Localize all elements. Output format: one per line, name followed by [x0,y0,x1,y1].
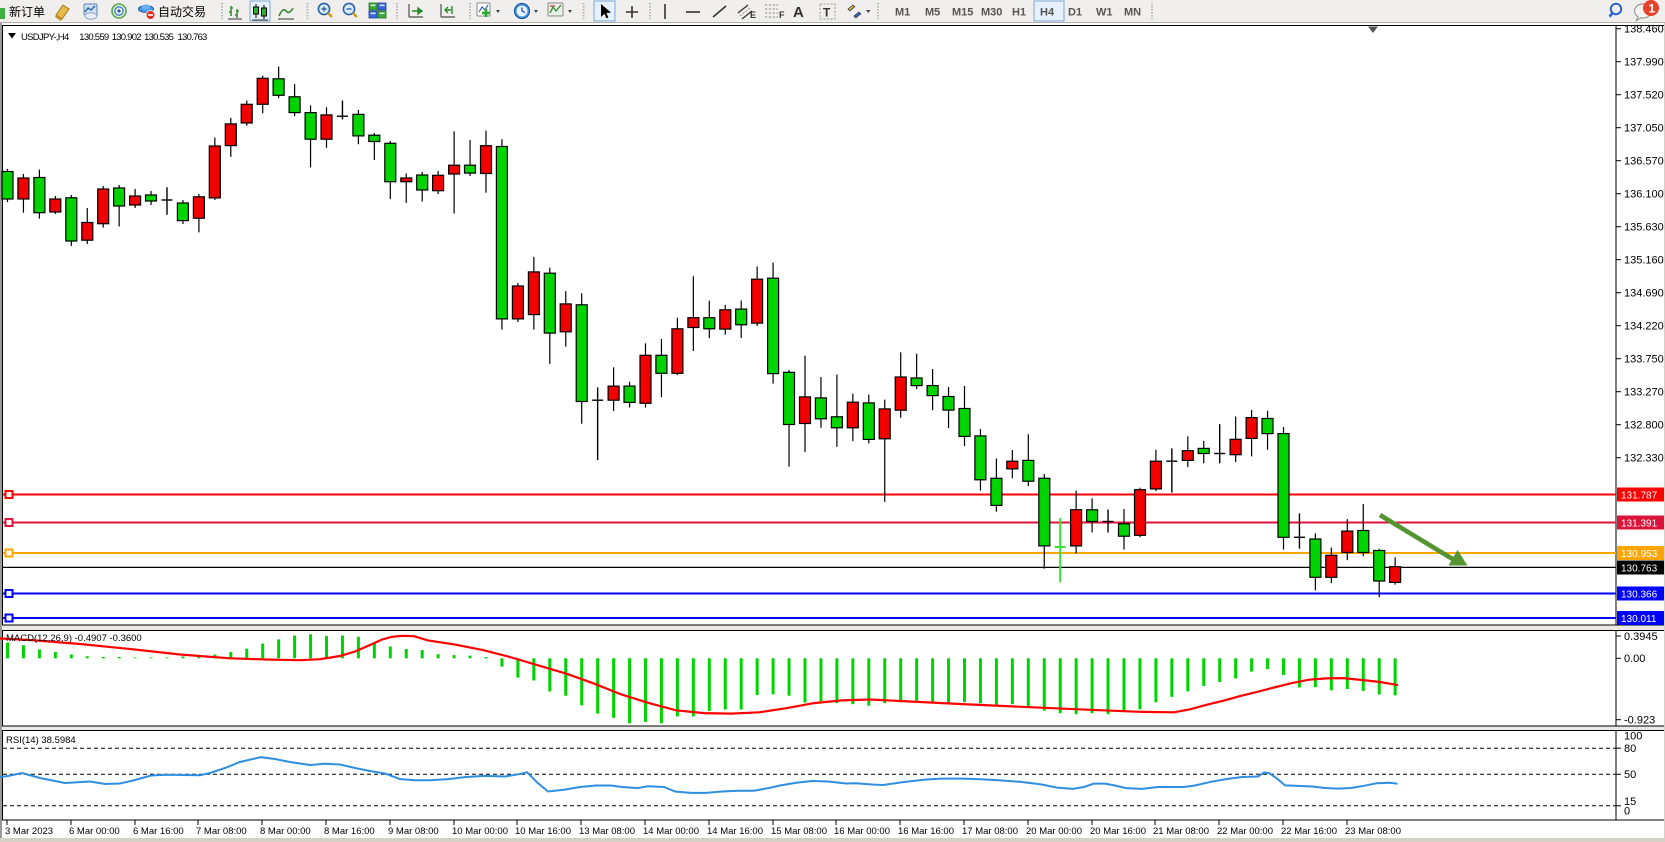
svg-text:130.011: 130.011 [1621,614,1657,625]
svg-text:M30: M30 [981,7,1002,19]
svg-text:137.990: 137.990 [1624,57,1664,69]
svg-text:21 Mar 08:00: 21 Mar 08:00 [1153,826,1209,837]
svg-text:M5: M5 [925,7,940,19]
svg-text:135.630: 135.630 [1624,222,1664,234]
svg-text:6 Mar 16:00: 6 Mar 16:00 [133,826,184,837]
svg-text:137.520: 137.520 [1624,90,1664,102]
svg-text:16 Mar 16:00: 16 Mar 16:00 [898,826,954,837]
svg-text:3 Mar 2023: 3 Mar 2023 [5,826,53,837]
svg-text:132.800: 132.800 [1624,420,1664,432]
svg-text:130.902: 130.902 [112,32,142,43]
svg-text:133.270: 133.270 [1624,387,1664,399]
svg-text:130.953: 130.953 [1621,549,1658,560]
svg-text:134.690: 134.690 [1624,288,1664,300]
svg-text:M1: M1 [895,7,910,19]
svg-text:130.763: 130.763 [178,32,208,43]
svg-text:新订单: 新订单 [9,4,45,19]
svg-text:1: 1 [1649,2,1656,16]
svg-text:8 Mar 00:00: 8 Mar 00:00 [260,826,311,837]
svg-text:USDJPY-,H4: USDJPY-,H4 [21,32,69,43]
svg-text:100: 100 [1624,730,1642,742]
svg-text:H4: H4 [1040,7,1055,19]
svg-text:RSI(14) 38.5984: RSI(14) 38.5984 [6,735,76,746]
svg-text:0.3945: 0.3945 [1624,631,1658,643]
svg-text:H1: H1 [1012,7,1026,19]
svg-text:131.391: 131.391 [1621,518,1658,529]
svg-text:6 Mar 00:00: 6 Mar 00:00 [69,826,120,837]
svg-text:138.460: 138.460 [1624,24,1664,36]
svg-text:10 Mar 16:00: 10 Mar 16:00 [515,826,571,837]
svg-text:MN: MN [1124,7,1141,19]
svg-text:13 Mar 08:00: 13 Mar 08:00 [579,826,635,837]
svg-text:80: 80 [1624,743,1636,755]
svg-text:A: A [793,4,804,21]
svg-text:20 Mar 16:00: 20 Mar 16:00 [1090,826,1146,837]
svg-text:130.366: 130.366 [1621,589,1658,600]
svg-text:-0.923: -0.923 [1624,715,1655,727]
svg-text:M15: M15 [952,7,973,19]
svg-text:0.00: 0.00 [1624,653,1645,665]
svg-text:自动交易: 自动交易 [158,4,206,19]
svg-text:E: E [750,10,756,20]
svg-text:D1: D1 [1068,7,1082,19]
svg-text:133.750: 133.750 [1624,354,1664,366]
svg-text:16 Mar 00:00: 16 Mar 00:00 [834,826,890,837]
svg-text:F: F [779,10,785,20]
svg-text:20 Mar 00:00: 20 Mar 00:00 [1026,826,1082,837]
svg-text:134.220: 134.220 [1624,321,1664,333]
svg-text:T: T [823,6,831,20]
svg-text:8 Mar 16:00: 8 Mar 16:00 [324,826,375,837]
svg-text:22 Mar 00:00: 22 Mar 00:00 [1217,826,1273,837]
svg-text:0: 0 [1624,806,1630,818]
svg-text:136.570: 136.570 [1624,156,1664,168]
svg-text:132.330: 132.330 [1624,453,1664,465]
svg-text:23 Mar 08:00: 23 Mar 08:00 [1345,826,1401,837]
svg-text:135.160: 135.160 [1624,255,1664,267]
svg-text:130.559: 130.559 [79,32,109,43]
svg-text:MACD(12,26,9) -0.4907 -0.3600: MACD(12,26,9) -0.4907 -0.3600 [6,633,142,644]
svg-text:17 Mar 08:00: 17 Mar 08:00 [962,826,1018,837]
svg-text:131.787: 131.787 [1621,490,1658,501]
svg-text:136.100: 136.100 [1624,189,1664,201]
svg-text:W1: W1 [1096,7,1113,19]
svg-text:130.535: 130.535 [144,32,174,43]
svg-text:15 Mar 08:00: 15 Mar 08:00 [771,826,827,837]
svg-text:7 Mar 08:00: 7 Mar 08:00 [196,826,247,837]
svg-text:14 Mar 00:00: 14 Mar 00:00 [643,826,699,837]
svg-text:10 Mar 00:00: 10 Mar 00:00 [452,826,508,837]
svg-text:14 Mar 16:00: 14 Mar 16:00 [707,826,763,837]
svg-text:50: 50 [1624,769,1636,781]
svg-text:22 Mar 16:00: 22 Mar 16:00 [1281,826,1337,837]
svg-text:9 Mar 08:00: 9 Mar 08:00 [388,826,439,837]
svg-text:15: 15 [1624,796,1636,808]
svg-text:130.763: 130.763 [1621,563,1658,574]
svg-text:137.050: 137.050 [1624,123,1664,135]
